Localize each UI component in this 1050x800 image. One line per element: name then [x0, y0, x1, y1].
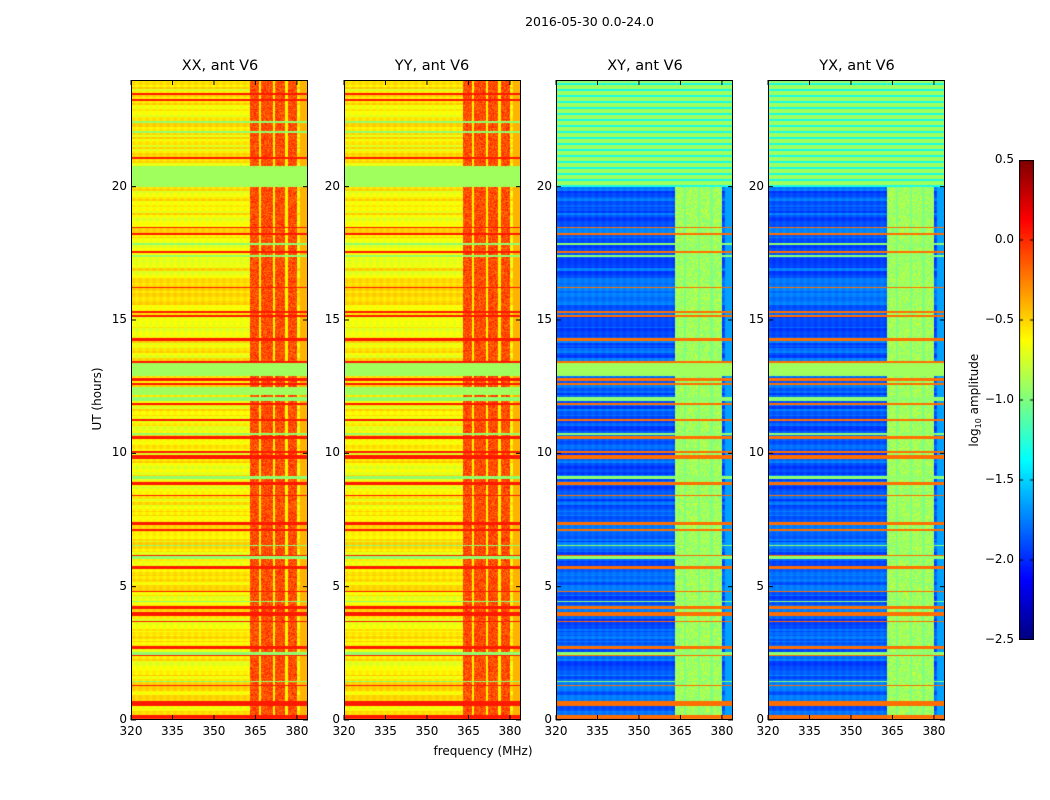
colorbar-tick-label: −1.0: [984, 392, 1014, 406]
y-tick-label: 15: [324, 312, 340, 326]
y-tick-label: 20: [111, 178, 127, 193]
axes-border: [131, 80, 308, 720]
y-tick-label: 10: [324, 445, 340, 460]
y-tick-label: 0: [332, 712, 340, 726]
y-tick-label: 0: [756, 712, 764, 726]
heatmap-panel-xx: 320 335 350 365 380 0 5 10 15 20: [112, 80, 308, 738]
y-tick-label: 20: [748, 178, 764, 193]
colorbar-tick-label: −0.5: [984, 312, 1014, 326]
x-tick-label: 320: [119, 724, 143, 738]
y-tick-label: 10: [111, 445, 127, 460]
x-axis-label: frequency (MHz): [433, 744, 533, 758]
heatmap-panel-yy: 320 335 350 365 380 0 5 10 15 20: [325, 80, 521, 738]
x-tick-label: 380: [922, 724, 946, 738]
axes-border: [768, 80, 945, 720]
y-tick-label: 0: [119, 712, 127, 726]
x-tick-label: 320: [332, 724, 356, 738]
y-tick-label: 0: [544, 712, 552, 726]
panel-title-xy: XY, ant V6: [607, 58, 683, 74]
x-tick-label: 350: [202, 724, 226, 738]
axes-border: [556, 80, 733, 720]
panel-title-yy: YY, ant V6: [394, 58, 470, 74]
y-axis-label: UT (hours): [90, 367, 104, 431]
x-tick-label: 380: [498, 724, 522, 738]
x-tick-label: 365: [669, 724, 692, 738]
axes-border: [344, 80, 521, 720]
panel-title-xx: XX, ant V6: [181, 58, 259, 74]
x-tick-label: 335: [798, 724, 821, 738]
x-tick-label: 350: [627, 724, 651, 738]
colorbar-tick-label: −2.5: [984, 632, 1014, 646]
x-tick-label: 335: [374, 724, 397, 738]
x-tick-label: 320: [544, 724, 568, 738]
colorbar-tick-label: −1.5: [984, 472, 1014, 486]
x-tick-label: 350: [415, 724, 439, 738]
heatmap-panel-xy: 320 335 350 365 380 0 5 10 15 20: [537, 80, 733, 738]
colorbar-tick-label: 0.0: [994, 232, 1014, 246]
axes-frame: [555, 80, 733, 721]
x-tick-label: 350: [839, 724, 863, 738]
y-tick-label: 10: [536, 445, 552, 460]
y-tick-label: 20: [536, 178, 552, 193]
x-tick-label: 335: [161, 724, 184, 738]
colorbar: [1019, 160, 1034, 640]
x-tick-label: 365: [244, 724, 267, 738]
axes-frame: [343, 80, 521, 721]
axes-frame: [130, 80, 308, 721]
y-tick-label: 5: [756, 578, 764, 593]
x-tick-label: 335: [586, 724, 609, 738]
heatmap-cells: [344, 80, 521, 720]
colorbar-tick-label: −2.0: [984, 552, 1014, 566]
heatmap-cells: [556, 80, 733, 720]
x-tick-label: 365: [457, 724, 480, 738]
figure-title: 2016-05-30 0.0-24.0: [525, 14, 654, 29]
y-tick-label: 5: [544, 578, 552, 593]
y-tick-label: 5: [119, 578, 127, 593]
axes-frame: [767, 80, 945, 721]
y-tick-label: 5: [332, 578, 340, 593]
heatmap-cells: [768, 80, 945, 720]
y-tick-label: 15: [111, 312, 127, 326]
heatmap-cells: [131, 80, 308, 720]
y-tick-label: 15: [536, 312, 552, 326]
x-tick-label: 365: [881, 724, 904, 738]
x-tick-label: 320: [756, 724, 780, 738]
panel-title-yx: YX, ant V6: [819, 58, 895, 74]
x-tick-label: 380: [285, 724, 309, 738]
y-tick-label: 10: [748, 445, 764, 460]
heatmap-panel-yx: 320 335 350 365 380 0 5 10 15 20: [749, 80, 945, 738]
y-tick-label: 20: [324, 178, 340, 193]
y-tick-label: 15: [748, 312, 764, 326]
x-tick-label: 380: [710, 724, 734, 738]
colorbar-tick-label: 0.5: [994, 152, 1014, 166]
